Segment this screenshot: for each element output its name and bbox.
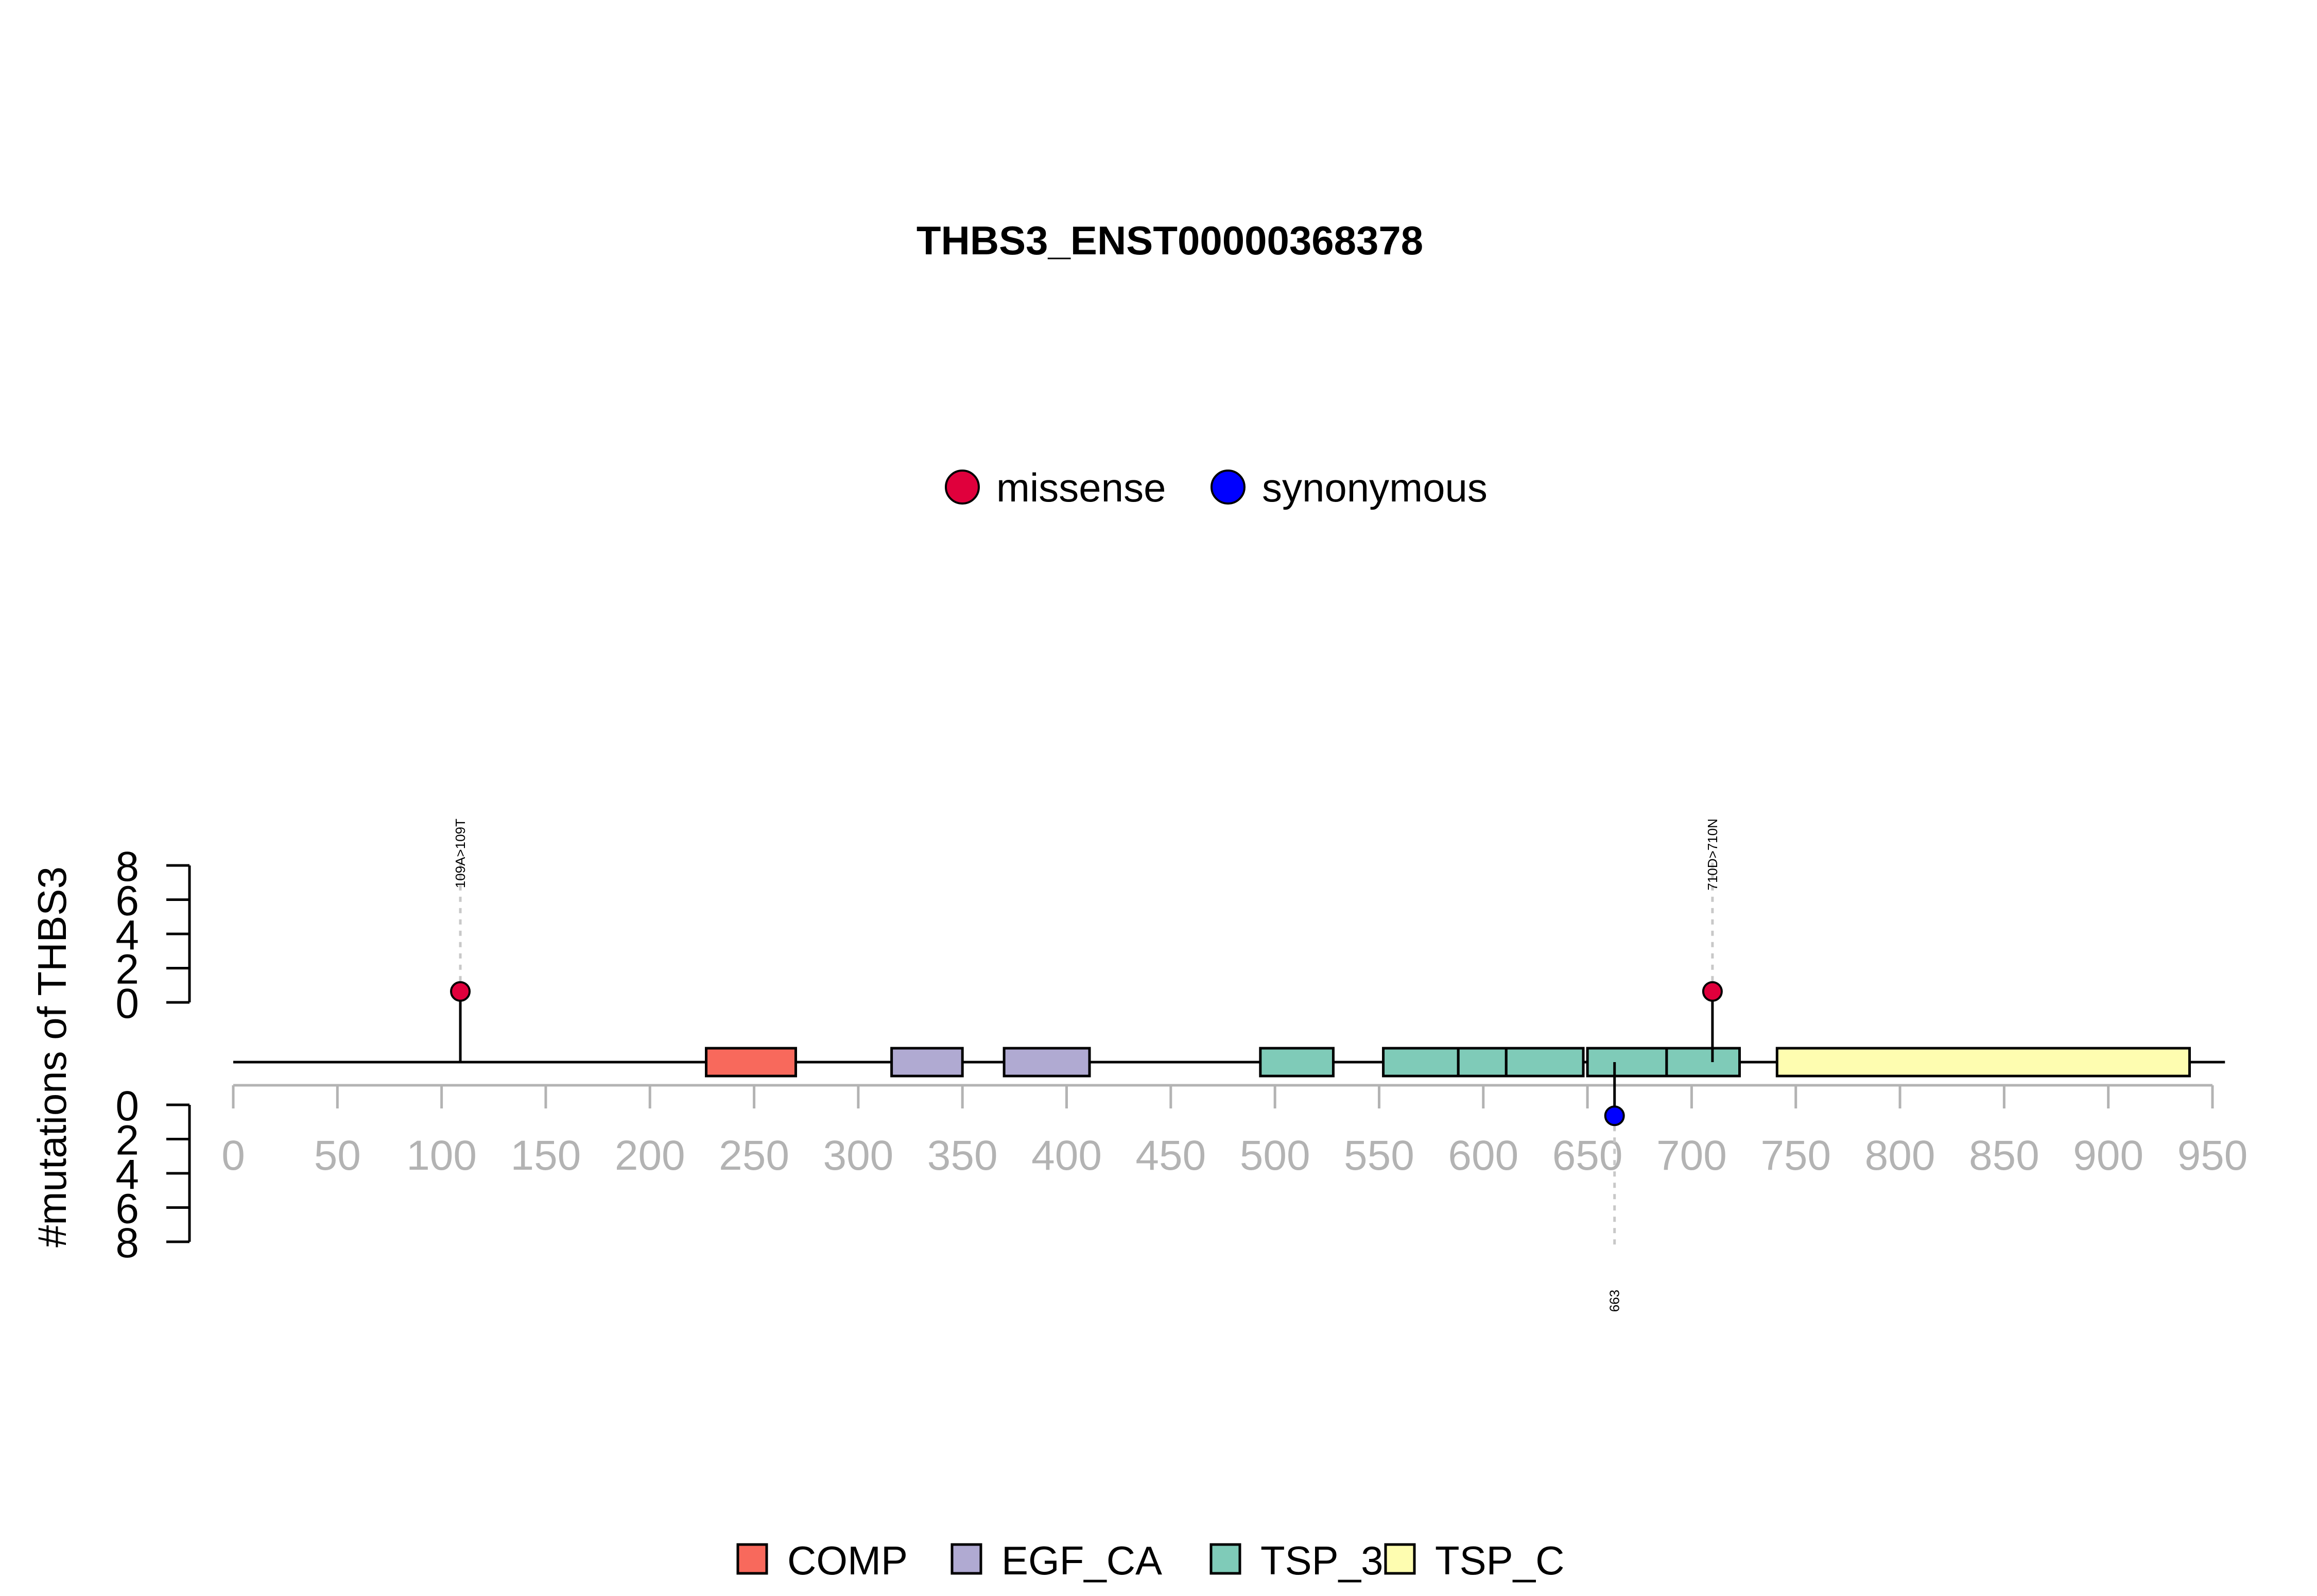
y-tick-label-bottom-4: 4 [115, 1151, 139, 1198]
legend-label-TSP_C: TSP_C [1435, 1538, 1564, 1583]
domain-TSP_3-7 [1505, 1047, 1585, 1078]
domain-legend: COMP EGF_CA TSP_3 TSP_C [736, 1538, 1564, 1583]
domain-TSP_C-10 [1775, 1047, 2191, 1078]
domain-TSP_3-6 [1457, 1047, 1508, 1078]
x-tick-label-800: 800 [1865, 1132, 1935, 1179]
mutation-lollipops: 109A>109T 710D>710N 663 [450, 819, 1723, 1312]
domain-TSP_3-8 [1586, 1047, 1668, 1078]
x-tick-label-950: 950 [2177, 1132, 2248, 1179]
y-tick-label-top-4: 4 [115, 912, 139, 959]
x-tick-label-250: 250 [719, 1132, 789, 1179]
y-tick-label-bottom-2: 2 [115, 1117, 139, 1164]
y-tick-label-top-6: 6 [115, 878, 139, 925]
mutation-head-710 [1702, 981, 1723, 1002]
y-tick-label-bottom-8: 8 [115, 1220, 139, 1267]
chart-title: THBS3_ENST00000368378 [917, 218, 1423, 263]
domain-TSP_3-4 [1259, 1047, 1335, 1078]
x-tick-label-500: 500 [1240, 1132, 1310, 1179]
mutation-label-109: 109A>109T [453, 819, 468, 888]
y-tick-label-top-0: 0 [115, 980, 139, 1027]
legend-label-synonymous: synonymous [1262, 465, 1488, 510]
domain-TSP_3-9 [1665, 1047, 1741, 1078]
mutation-label-710: 710D>710N [1705, 819, 1720, 891]
x-tick-label-550: 550 [1344, 1132, 1414, 1179]
legend-label-COMP: COMP [787, 1538, 908, 1583]
x-tick-label-750: 750 [1760, 1132, 1831, 1179]
x-tick-label-400: 400 [1031, 1132, 1102, 1179]
domain-EGF_CA-2 [890, 1047, 964, 1078]
x-tick-label-0: 0 [221, 1132, 245, 1179]
x-tick-label-350: 350 [927, 1132, 998, 1179]
legend-marker-missense [945, 470, 980, 505]
y-tick-label-bottom-0: 0 [115, 1083, 139, 1130]
x-tick-label-900: 900 [2073, 1132, 2143, 1179]
legend-label-missense: missense [996, 465, 1166, 510]
x-tick-label-200: 200 [615, 1132, 685, 1179]
x-tick-label-100: 100 [406, 1132, 477, 1179]
x-tick-label-450: 450 [1135, 1132, 1206, 1179]
x-axis: 0 50 100 150 200 250 300 350 400 450 500 550 600 650 7… [221, 1084, 2248, 1179]
x-tick-label-700: 700 [1656, 1132, 1727, 1179]
mutation-legend: missense synonymous [945, 465, 1488, 510]
domain-track [705, 1047, 2191, 1078]
legend-label-TSP_3: TSP_3 [1260, 1538, 1383, 1583]
x-tick-label-300: 300 [823, 1132, 893, 1179]
x-tick-label-600: 600 [1448, 1132, 1518, 1179]
y-tick-label-bottom-6: 6 [115, 1186, 139, 1233]
legend-label-EGF_CA: EGF_CA [1001, 1538, 1162, 1583]
y-axis-label: #mutations of THBS3 [29, 866, 75, 1247]
x-tick-label-150: 150 [511, 1132, 581, 1179]
legend-swatch-EGF_CA [950, 1543, 982, 1575]
legend-swatch-TSP_C [1384, 1543, 1416, 1575]
x-tick-label-650: 650 [1552, 1132, 1623, 1179]
domain-EGF_CA-3 [1002, 1047, 1091, 1078]
y-tick-label-top-8: 8 [115, 843, 139, 890]
legend-marker-synonymous [1211, 470, 1246, 505]
domain-COMP-1 [705, 1047, 798, 1078]
domain-TSP_3-5 [1382, 1047, 1460, 1078]
x-tick-label-850: 850 [1969, 1132, 2039, 1179]
mutation-head-663 [1604, 1105, 1625, 1126]
legend-swatch-COMP [736, 1543, 768, 1575]
y-tick-label-top-2: 2 [115, 946, 139, 993]
mutation-head-109 [450, 981, 471, 1002]
x-tick-label-50: 50 [314, 1132, 361, 1179]
legend-swatch-TSP_3 [1209, 1543, 1241, 1575]
mutation-label-663: 663 [1607, 1290, 1622, 1312]
